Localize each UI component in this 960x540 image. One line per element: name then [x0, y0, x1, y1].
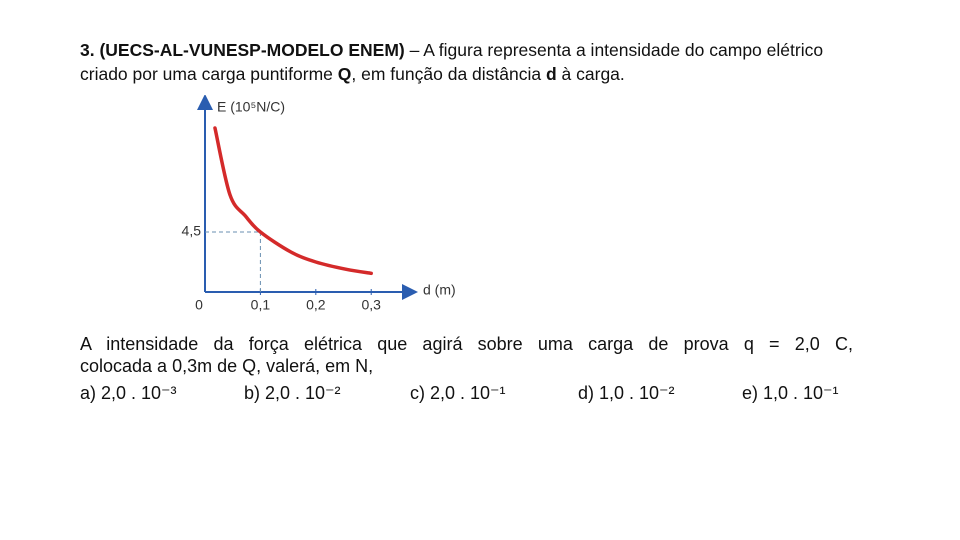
question-line: A intensidade da força elétrica que agir…	[80, 334, 853, 354]
question-line: colocada a 0,3m de Q, valerá, em N,	[80, 356, 374, 376]
option[interactable]: c) 2,0 . 10⁻¹	[410, 383, 506, 403]
curve	[213, 126, 373, 276]
header: 3. (UECS-AL-VUNESP-MODELO ENEM) – A figu…	[80, 38, 870, 86]
header-bold: d	[545, 64, 557, 84]
question: A intensidade da força elétrica que agir…	[80, 333, 853, 377]
y-tick-label: 4,5	[182, 223, 202, 239]
y-axis-label: E (10⁵N/C)	[217, 99, 285, 115]
chart: E (10⁵N/C) d (m) 0 0,1 0,2 0,3 4,5	[182, 95, 456, 313]
option[interactable]: e) 1,0 . 10⁻¹	[742, 383, 839, 403]
header-bold: Q	[337, 64, 352, 84]
x-axis-label: d (m)	[423, 282, 456, 298]
option[interactable]: a) 2,0 . 10⁻³	[80, 383, 177, 403]
x-tick-label: 0,1	[251, 297, 271, 313]
x-tick-label: 0,3	[361, 297, 381, 313]
header-source: 3. (UECS-AL-VUNESP-MODELO ENEM)	[80, 40, 405, 60]
header-text: – A figura representa a intensidade do c…	[80, 40, 824, 84]
x-tick-label: 0,2	[306, 297, 326, 313]
option[interactable]: b) 2,0 . 10⁻²	[244, 383, 341, 403]
option[interactable]: d) 1,0 . 10⁻²	[578, 383, 675, 403]
header-text: à carga.	[556, 64, 625, 84]
x-tick-label: 0	[195, 297, 203, 313]
header-text: , em função da distância	[351, 64, 546, 84]
